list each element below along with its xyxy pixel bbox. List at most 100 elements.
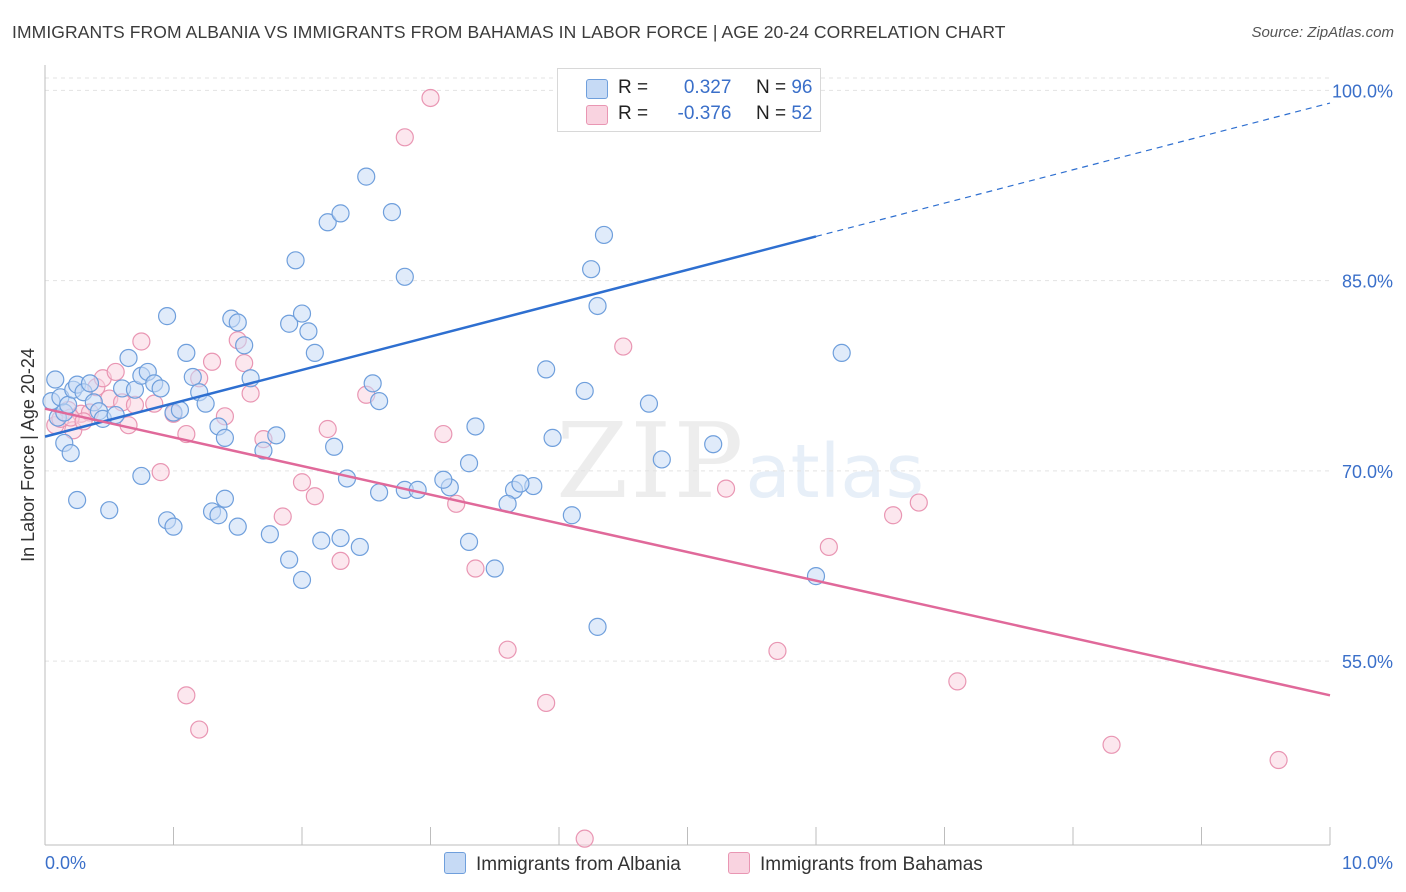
albania-point [350, 537, 369, 557]
bahamas-point [498, 640, 517, 659]
albania-point [100, 501, 119, 520]
bahamas-point [466, 559, 485, 578]
bahamas-point [1102, 735, 1121, 754]
albania-swatch [586, 79, 608, 99]
albania-point [235, 336, 254, 355]
albania-point [575, 381, 594, 401]
albania-stats: R = 0.327 N = 96 [618, 77, 812, 99]
y-tick-label: 85.0% [1342, 272, 1393, 292]
albania-point [132, 466, 151, 486]
y-tick-label: 70.0% [1342, 462, 1393, 482]
bahamas-point [434, 424, 453, 444]
albania-point [46, 370, 65, 389]
source-label: Source: ZipAtlas.com [1251, 24, 1394, 41]
bahamas-point [190, 720, 209, 739]
albania-point [80, 374, 100, 393]
y-axis-title: In Labor Force | Age 20-24 [18, 348, 38, 562]
albania-point [331, 528, 350, 548]
albania-point [370, 483, 389, 502]
bahamas-trend-line [44, 407, 1331, 697]
y-tick-label: 100.0% [1332, 81, 1393, 101]
albania-point [537, 360, 556, 379]
bahamas-point [421, 88, 440, 108]
bahamas-point [235, 353, 254, 373]
albania-r-value: 0.327 [683, 77, 732, 98]
albania-point [704, 435, 723, 454]
bahamas-r-label: R = [618, 103, 649, 124]
bahamas-n-value: 52 [791, 103, 813, 124]
series-label-bahamas: Immigrants from Bahamas [760, 854, 983, 875]
bahamas-point [132, 332, 151, 351]
bahamas-point [395, 128, 414, 147]
albania-point [485, 559, 504, 578]
albania-point [59, 395, 78, 415]
albania-point [434, 470, 453, 489]
albania-point [215, 428, 234, 447]
bahamas-point [614, 337, 633, 356]
bahamas-point [883, 506, 903, 525]
albania-point [215, 489, 234, 508]
bahamas-point [202, 352, 222, 371]
albania-point [382, 203, 402, 222]
bahamas-point [331, 551, 350, 571]
albania-point [183, 367, 202, 387]
albania-point [177, 343, 196, 363]
albania-point [254, 441, 273, 460]
chart-title: IMMIGRANTS FROM ALBANIA VS IMMIGRANTS FR… [12, 22, 1006, 42]
albania-point [228, 517, 247, 536]
bahamas-point [305, 487, 324, 506]
albania-point [331, 204, 350, 223]
bahamas-stats: R = -0.376 N = 52 [618, 103, 812, 125]
albania-point [325, 437, 344, 456]
albania-point [292, 304, 312, 323]
albania-point [164, 517, 183, 536]
bahamas-point [318, 419, 337, 439]
albania-point [562, 506, 581, 525]
series-swatch-albania [444, 852, 466, 874]
bahamas-point [909, 493, 928, 512]
albania-point [395, 267, 414, 286]
albania-point [511, 474, 530, 493]
bahamas-point [1269, 750, 1288, 770]
series-label-albania: Immigrants from Albania [476, 854, 681, 875]
albania-n-label: N = [755, 77, 787, 98]
albania-point [286, 251, 305, 270]
albania-point [305, 343, 324, 363]
albania-point [370, 391, 389, 411]
bahamas-point [537, 693, 556, 713]
series-legend-albania: Immigrants from Albania [444, 852, 681, 876]
albania-point [357, 167, 376, 186]
albania-point [543, 428, 562, 447]
bahamas-swatch [586, 105, 608, 125]
bahamas-n-label: N = [755, 103, 787, 124]
albania-point [312, 531, 331, 550]
albania-point [209, 506, 228, 525]
albania-point [260, 525, 279, 544]
albania-point [363, 374, 382, 393]
albania-point [594, 225, 614, 245]
bahamas-point [716, 479, 736, 498]
albania-point [588, 617, 607, 636]
bahamas-point [292, 473, 312, 492]
watermark-zip: ZIP [556, 400, 746, 522]
x-tick-label-max: 10.0% [1342, 853, 1393, 873]
bahamas-point [819, 537, 838, 557]
albania-point [228, 313, 247, 332]
albania-point [157, 307, 177, 326]
stats-legend: R = 0.327 N = 96 R = -0.376 N = 52 [557, 68, 821, 132]
albania-point [459, 532, 479, 551]
albania-point [639, 394, 659, 413]
watermark: ZIPatlas [556, 400, 924, 522]
bahamas-point [151, 463, 170, 482]
series-legend-bahamas: Immigrants from Bahamas [728, 852, 983, 876]
albania-r-label: R = [618, 77, 649, 98]
albania-trend-extension [815, 102, 1331, 238]
series-swatch-bahamas [728, 852, 750, 874]
bahamas-point [106, 362, 125, 382]
albania-point [151, 379, 170, 398]
albania-point [61, 443, 80, 463]
bahamas-point [273, 507, 292, 526]
albania-point [68, 490, 87, 510]
x-tick-label-min: 0.0% [45, 853, 86, 873]
